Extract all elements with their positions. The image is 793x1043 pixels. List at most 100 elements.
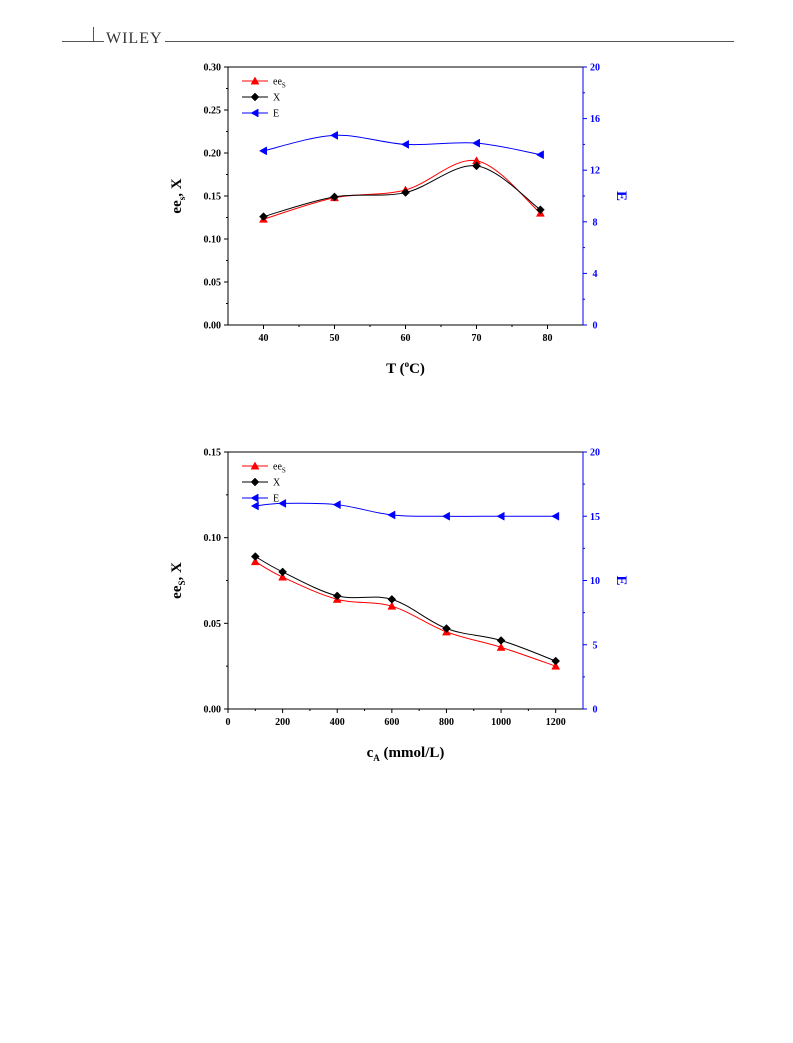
data-point: [278, 572, 288, 581]
x-axis-title-main: T (: [386, 361, 404, 377]
data-point: [441, 511, 450, 521]
data-point: [535, 150, 544, 160]
y-tick-label: 0.10: [204, 533, 222, 544]
y2-tick-label: 8: [593, 217, 598, 228]
data-point: [387, 594, 397, 604]
concentration-chart: 0 200 400 600 800 1000 1200 0.00 0.05 0.10 0.15 0 5 1…: [169, 448, 629, 764]
y-tick-label: 0.15: [204, 192, 222, 203]
legend-marker: [250, 108, 259, 118]
legend-label-sub: S: [282, 82, 286, 90]
y-axis-title-sub: S: [177, 581, 187, 586]
series-1: [250, 552, 561, 666]
legend-marker: [250, 92, 260, 102]
series-2: [250, 498, 560, 521]
x-axis-title-sub: A: [373, 753, 380, 763]
legend-label: eeS: [273, 77, 286, 90]
y-axis-title-tail: , X: [169, 178, 185, 197]
y2-tick-label: 10: [590, 576, 600, 587]
data-point: [400, 139, 409, 149]
x-tick-label: 40: [259, 333, 269, 344]
legend-label-main: E: [273, 109, 279, 120]
legend-label-main: ee: [273, 462, 282, 473]
temperature-chart: 40 50 60 70 80 0.00 0.05 0.10 0.15 0.20 0.25 0.30 0 4…: [169, 63, 629, 378]
y2-tick-label: 12: [590, 166, 600, 177]
data-point: [551, 661, 561, 670]
header-rule: [62, 41, 734, 42]
legend-marker: [250, 493, 259, 503]
data-point: [401, 188, 410, 197]
y2-tick-label: 4: [593, 269, 598, 280]
x-axis-title-sup: o: [405, 359, 410, 369]
y2-tick-label: 0: [593, 321, 598, 332]
data-point: [496, 642, 506, 651]
y2-axis-title: E: [613, 191, 629, 201]
series-line: [255, 561, 556, 667]
series-2: [258, 130, 544, 160]
y-tick-label: 0.00: [204, 705, 222, 716]
y-tick-label: 0.25: [204, 106, 222, 117]
legend-label: E: [273, 109, 279, 120]
data-point: [250, 501, 259, 511]
legend-label: X: [273, 93, 281, 104]
y-tick-label: 0.05: [204, 619, 222, 630]
y-tick-label: 0.10: [204, 235, 222, 246]
legend-marker: [250, 461, 260, 470]
data-point: [471, 138, 480, 148]
y-axis-title-tail: , X: [169, 562, 185, 581]
data-point: [278, 567, 287, 577]
y-axis-title-main: ee: [169, 585, 185, 599]
x-tick-label: 400: [330, 717, 345, 728]
y2-axis-title: E: [613, 575, 629, 585]
legend-label: eeS: [273, 462, 286, 475]
series-line: [263, 134, 541, 156]
data-point: [551, 511, 560, 521]
legend-label-main: E: [273, 494, 279, 505]
data-point: [250, 557, 260, 566]
x-axis-title-tail: C): [409, 361, 425, 377]
x-tick-label: 0: [226, 717, 231, 728]
y-axis-title: eeS, X: [169, 562, 187, 599]
legend-marker: [250, 76, 260, 85]
x-axis-title-main: c: [367, 745, 374, 761]
x-tick-label: 80: [543, 333, 553, 344]
data-point: [330, 192, 339, 202]
y2-tick-label: 20: [590, 63, 600, 74]
x-tick-label: 800: [439, 717, 454, 728]
data-point: [258, 146, 267, 156]
series-1: [259, 161, 545, 221]
data-point: [496, 636, 506, 645]
data-point: [329, 130, 338, 140]
y2-tick-label: 15: [590, 512, 600, 523]
legend-label-main: ee: [273, 77, 282, 88]
y-axis-title-main: ee: [169, 200, 185, 214]
y-tick-label: 0.20: [204, 149, 222, 160]
y2-tick-label: 20: [590, 448, 600, 459]
data-point: [472, 161, 481, 171]
series-line: [255, 502, 556, 517]
legend-label-main: X: [273, 478, 281, 489]
data-point: [250, 552, 260, 561]
data-point: [442, 624, 451, 633]
data-point: [278, 498, 287, 508]
x-tick-label: 1000: [491, 717, 511, 728]
x-axis-title: T (oC): [386, 359, 425, 377]
y2-tick-label: 5: [593, 640, 598, 651]
data-point: [551, 656, 561, 666]
header-tick: [93, 27, 94, 42]
series-0: [250, 557, 561, 670]
x-tick-label: 60: [401, 333, 411, 344]
data-point: [332, 500, 341, 510]
legend-marker: [250, 477, 260, 487]
legend-label-main: X: [273, 93, 281, 104]
x-axis-title: cA (mmol/L): [367, 745, 445, 763]
publisher-logo: WILEY: [104, 30, 165, 48]
y-axis-title: ees, X: [169, 178, 187, 213]
data-point: [536, 205, 545, 215]
x-tick-label: 200: [275, 717, 290, 728]
y-tick-label: 0.00: [204, 321, 222, 332]
x-tick-label: 1200: [546, 717, 566, 728]
data-point: [496, 511, 505, 521]
x-tick-label: 70: [472, 333, 482, 344]
y-tick-label: 0.30: [204, 63, 222, 74]
x-tick-label: 600: [384, 717, 399, 728]
